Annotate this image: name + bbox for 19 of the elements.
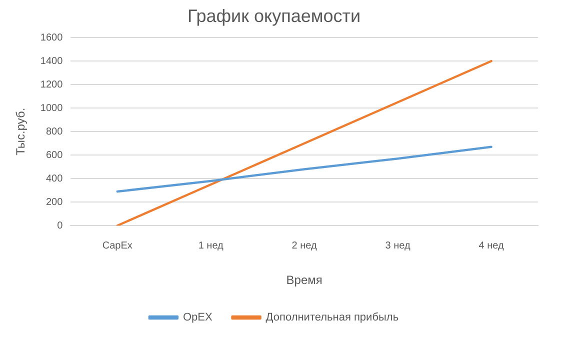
x-tick-label: 2 нед: [292, 240, 318, 252]
legend-label: Дополнительная прибыль: [266, 312, 399, 324]
y-tick-label: 600: [46, 150, 64, 161]
y-tick-label: 1200: [40, 79, 64, 90]
x-tick-label: 4 нед: [478, 240, 504, 252]
legend-label: OpEX: [182, 312, 213, 324]
y-axis-title: Тыс.руб.: [14, 108, 28, 156]
chart-title: График окупаемости: [187, 6, 361, 26]
x-tick-label: 1 нед: [198, 240, 224, 252]
y-tick-label: 1000: [40, 102, 64, 114]
y-tick-label: 800: [46, 126, 64, 138]
x-axis-title: Время: [286, 273, 322, 288]
y-tick-label: 0: [57, 220, 64, 232]
y-tick-label: 200: [46, 196, 64, 208]
x-tick-label: CapEx: [102, 240, 132, 252]
y-tick-label: 1600: [40, 32, 64, 44]
y-tick-label: 400: [46, 173, 64, 184]
y-tick-label: 1400: [40, 56, 64, 67]
x-tick-label: 3 нед: [385, 240, 410, 252]
